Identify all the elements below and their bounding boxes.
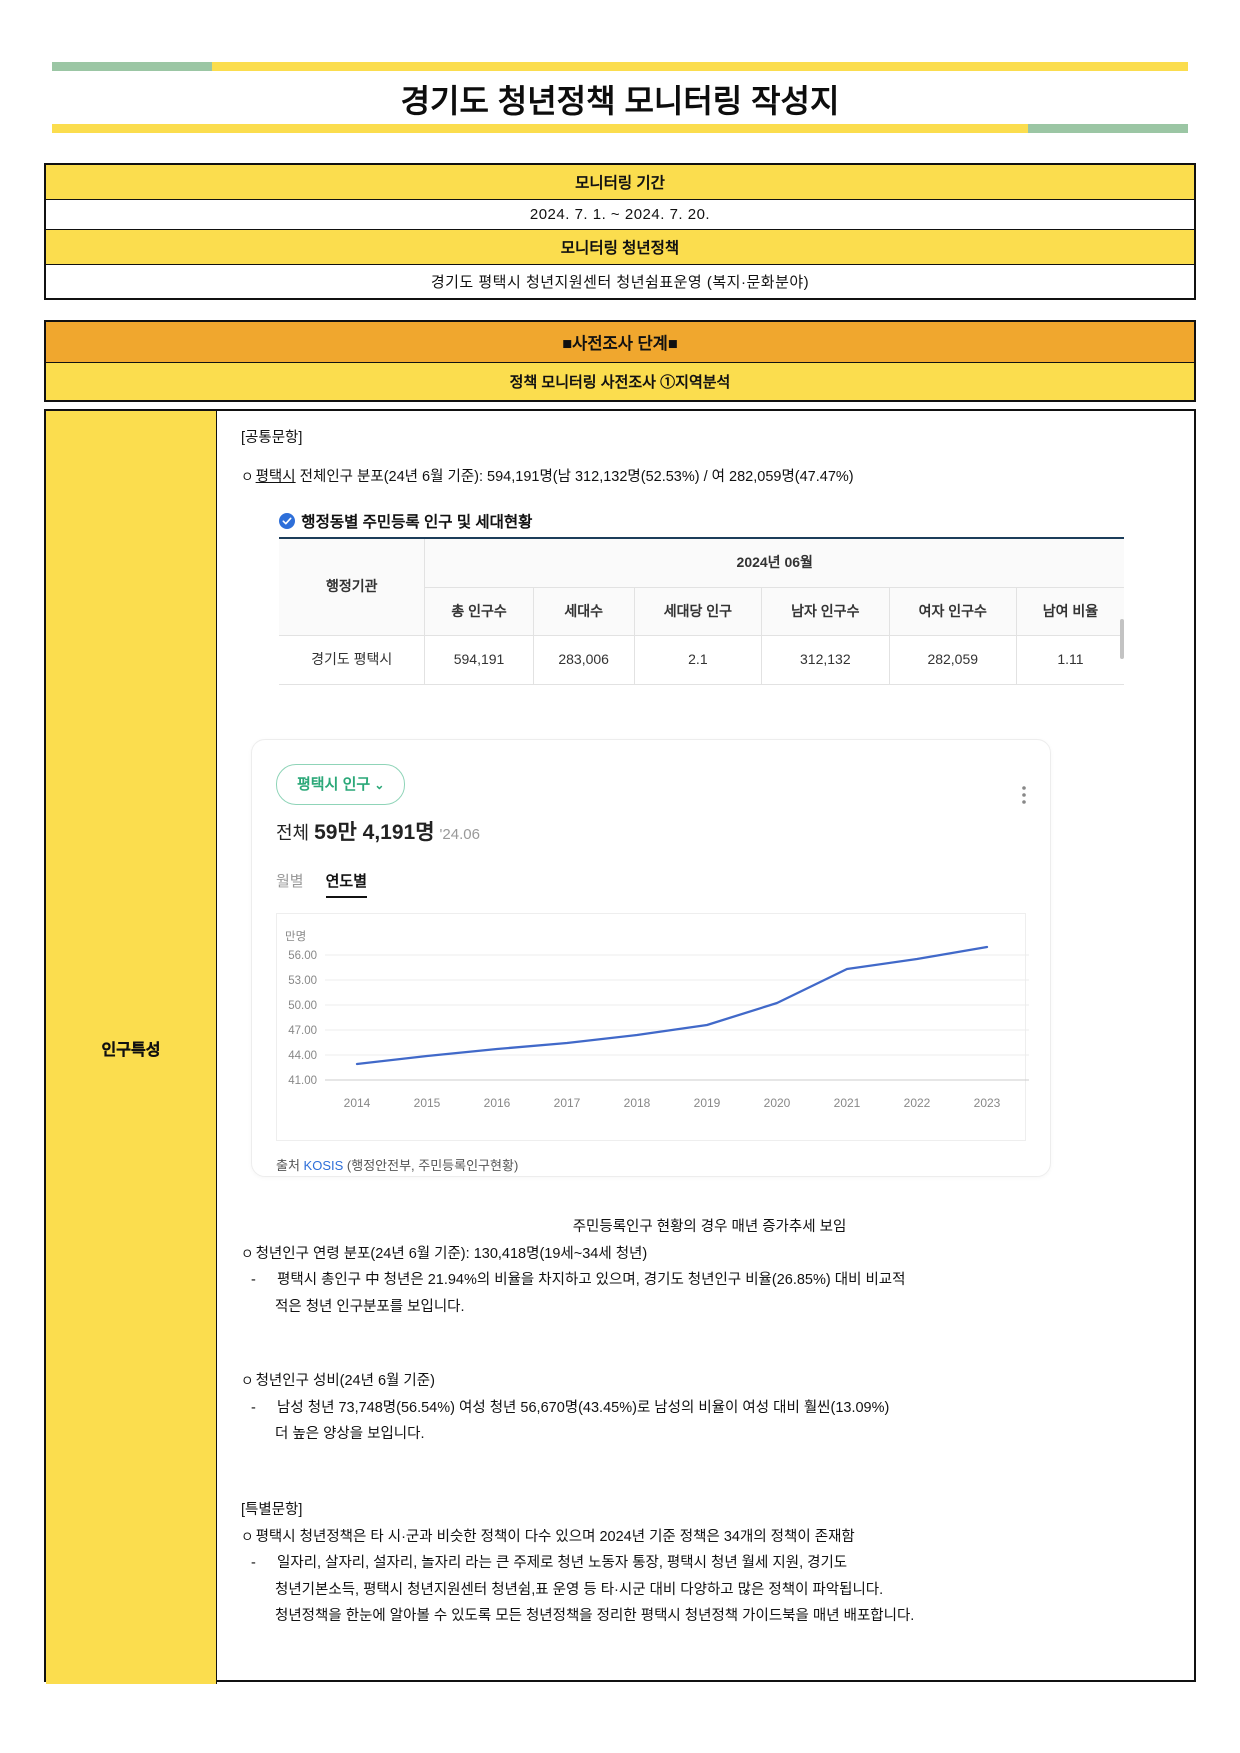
svg-text:44.00: 44.00 [288,1050,317,1062]
svg-text:2019: 2019 [694,1096,721,1110]
svg-text:2014: 2014 [344,1096,371,1110]
svg-text:2021: 2021 [834,1096,861,1110]
svg-text:2020: 2020 [764,1096,791,1110]
svg-text:50.00: 50.00 [288,1000,317,1012]
svg-text:2015: 2015 [414,1096,441,1110]
svg-text:2018: 2018 [624,1096,651,1110]
svg-text:만명: 만명 [285,930,306,943]
svg-text:2023: 2023 [974,1096,1001,1110]
svg-text:47.00: 47.00 [288,1025,317,1037]
svg-text:41.00: 41.00 [288,1075,317,1087]
svg-text:2016: 2016 [484,1096,511,1110]
svg-text:56.00: 56.00 [288,950,317,962]
svg-text:2022: 2022 [904,1096,931,1110]
svg-text:2017: 2017 [554,1096,581,1110]
svg-text:53.00: 53.00 [288,975,317,987]
